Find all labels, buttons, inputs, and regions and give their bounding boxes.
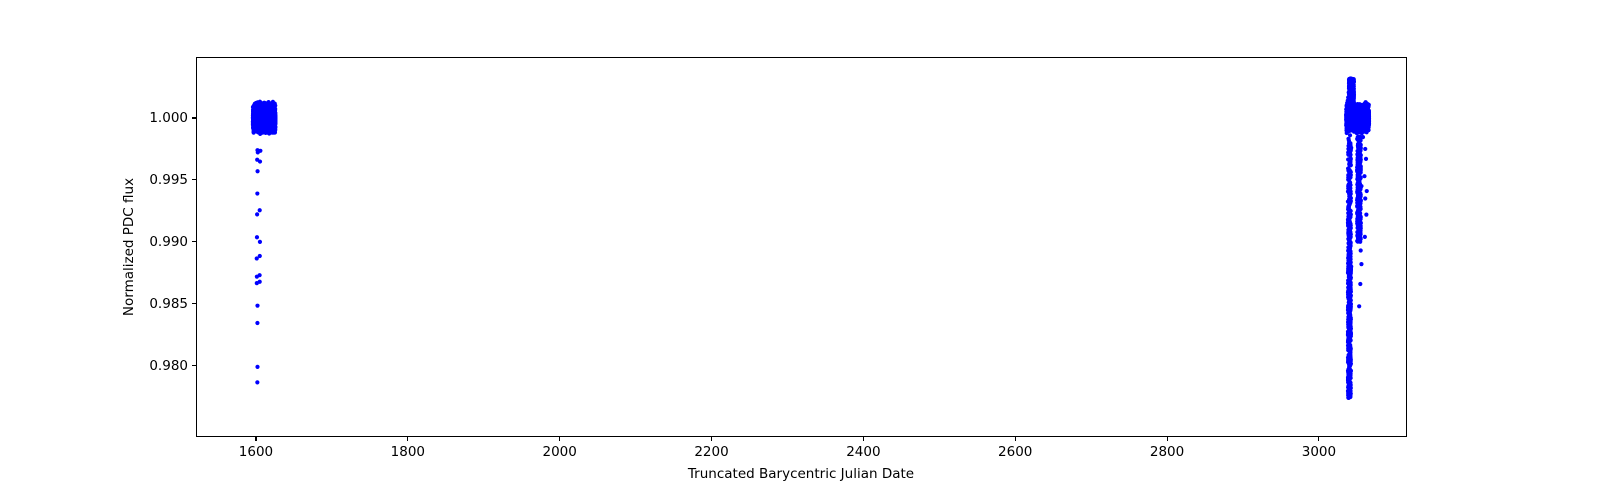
- y-tick-mark: [192, 117, 196, 119]
- y-tick-mark: [192, 179, 196, 181]
- x-tick-label: 2400: [846, 444, 881, 460]
- x-tick-mark: [862, 437, 864, 441]
- x-tick-mark: [407, 437, 409, 441]
- y-tick-label: 1.000: [149, 109, 188, 126]
- x-tick-label: 2600: [998, 444, 1033, 460]
- plot-axes-frame: [196, 57, 1407, 437]
- y-tick-label: 0.995: [149, 171, 188, 188]
- x-tick-label: 3000: [1301, 444, 1337, 460]
- x-tick-mark: [710, 437, 713, 441]
- x-tick-mark: [1166, 437, 1168, 441]
- scatter-series: [1344, 76, 1372, 400]
- x-tick-label: 1800: [390, 444, 426, 460]
- x-tick-label: 2800: [1149, 444, 1185, 460]
- x-tick-mark: [1014, 437, 1016, 441]
- scatter-series: [250, 99, 278, 385]
- x-tick-mark: [559, 437, 561, 441]
- x-tick-mark: [255, 437, 257, 441]
- x-tick-label: 2000: [542, 444, 577, 460]
- x-tick-label: 2200: [694, 444, 729, 460]
- y-tick-label: 0.985: [149, 295, 188, 312]
- x-axis-label: Truncated Barycentric Julian Date: [687, 466, 915, 482]
- y-tick-mark: [192, 303, 196, 305]
- y-tick-label: 0.980: [149, 357, 188, 374]
- x-tick-label: 1600: [238, 444, 274, 460]
- y-tick-label: 0.990: [149, 233, 188, 250]
- y-tick-mark: [192, 365, 196, 367]
- y-axis-label: Normalized PDC flux: [121, 177, 137, 317]
- y-tick-mark: [192, 241, 196, 243]
- x-tick-mark: [1318, 437, 1320, 441]
- scatter-plot-area: [250, 76, 1372, 400]
